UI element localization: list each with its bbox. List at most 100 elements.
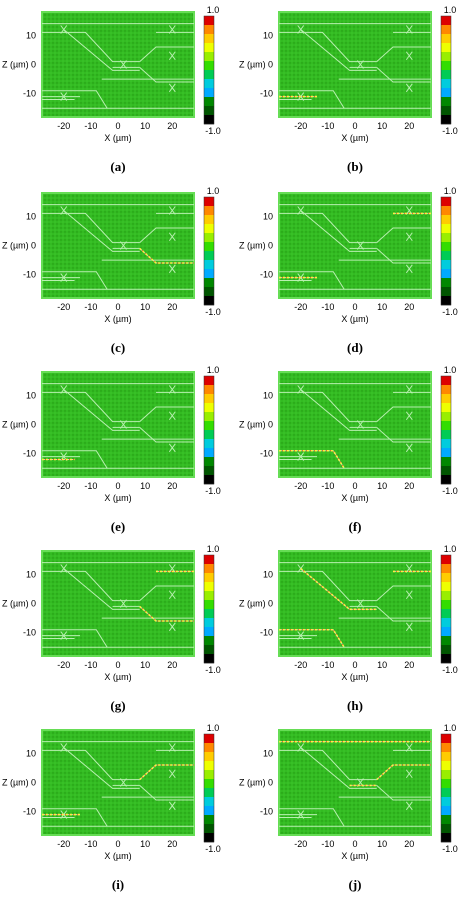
colorbar-segment (441, 573, 451, 583)
y-tick-label: -10 (23, 449, 36, 459)
x-axis-label: X (µm) (104, 133, 131, 143)
colorbar-segment (204, 564, 214, 574)
coupler-mark (168, 411, 176, 421)
colorbar-segment (441, 627, 451, 637)
waveguide-out-upper-bend (139, 585, 194, 601)
colorbar-segment (441, 394, 451, 404)
y-tick-label: 10 (263, 30, 273, 40)
colorbar-max-label: 1.0 (207, 365, 220, 375)
colorbar-segment (441, 88, 451, 98)
field-highlight (279, 449, 345, 469)
colorbar-segment (204, 215, 214, 225)
coupler-mark (60, 385, 68, 394)
coupler-mark (60, 92, 68, 101)
y-tick-label: 0 (268, 420, 273, 430)
x-tick-label: 0 (352, 121, 357, 131)
y-tick-label: -10 (260, 449, 273, 459)
x-tick-label: -10 (321, 481, 334, 491)
colorbar-segment (441, 242, 451, 252)
x-tick-label: 0 (115, 302, 120, 312)
panel-caption: (j) (348, 877, 362, 892)
x-axis-label: X (µm) (104, 851, 131, 861)
colorbar-segment (441, 61, 451, 71)
panel-d: 10 0 -10 Z (µm) -20 -10 0 10 20 X (µm) 1.0 -1.0 (d) (237, 183, 474, 362)
y-tick-label: 0 (268, 241, 273, 251)
coupler-mark (297, 206, 305, 215)
x-axis-label: X (µm) (104, 493, 131, 503)
panel-caption: (b) (347, 159, 363, 174)
colorbar-segment (204, 385, 214, 395)
x-tick-label: 10 (140, 660, 150, 670)
x-tick-label: -10 (84, 839, 97, 849)
coupler-mark (405, 83, 413, 93)
y-tick-label: 10 (263, 211, 273, 221)
colorbar-segment (441, 779, 451, 789)
coupler-mark (405, 232, 413, 242)
waveguide-out-mid-right (376, 67, 431, 83)
y-tick-label: 10 (263, 569, 273, 579)
colorbar-segment (204, 779, 214, 789)
colorbar-segment (441, 761, 451, 771)
waveguide-diag-path (63, 568, 140, 610)
y-tick-label: 0 (31, 420, 36, 430)
coupler-mark (60, 273, 68, 282)
y-tick-label: 0 (268, 599, 273, 609)
colorbar-segment (204, 394, 214, 404)
colorbar-segment (204, 16, 214, 26)
x-tick-label: 10 (377, 839, 387, 849)
coupler-mark (357, 599, 364, 608)
coupler-mark (168, 564, 176, 573)
colorbar-min-label: -1.0 (442, 665, 458, 675)
colorbar-segment (204, 600, 214, 610)
colorbar-segment (441, 439, 451, 449)
colorbar-segment (441, 815, 451, 825)
x-tick-label: 0 (115, 660, 120, 670)
colorbar-segment (204, 52, 214, 62)
colorbar-segment (204, 61, 214, 71)
waveguide-in-bottom-long (279, 90, 345, 109)
x-tick-label: 0 (352, 481, 357, 491)
x-tick-label: -20 (57, 839, 70, 849)
coupler-mark (357, 420, 364, 429)
field-highlight (139, 764, 194, 781)
colorbar-max-label: 1.0 (444, 186, 457, 196)
y-axis-label: Z (µm) (2, 241, 29, 251)
waveguide-out-mid-right (139, 427, 194, 443)
colorbar-segment (204, 197, 214, 207)
field-highlight (300, 567, 377, 611)
colorbar-segment (204, 34, 214, 44)
colorbar-max-label: 1.0 (444, 5, 457, 15)
colorbar-segment (441, 287, 451, 297)
coupler-mark (405, 801, 413, 811)
coupler-mark (405, 264, 413, 274)
colorbar-min-label: -1.0 (205, 844, 221, 854)
colorbar-segment (204, 439, 214, 449)
waveguide-out-mid-right (139, 67, 194, 83)
field-plot: 10 0 -10 Z (µm) -20 -10 0 10 20 X (µm) 1.0 -1.0 (2, 544, 221, 682)
coupler-mark (405, 590, 413, 600)
y-axis-label: Z (µm) (239, 420, 266, 430)
colorbar-segment (204, 770, 214, 780)
colorbar-max-label: 1.0 (444, 723, 457, 733)
panel-caption: (f) (348, 519, 362, 534)
field-highlight (139, 606, 194, 622)
waveguide-out-mid-right (376, 248, 431, 264)
field-highlight (279, 628, 345, 648)
colorbar-segment (441, 466, 451, 476)
y-tick-label: 0 (31, 778, 36, 788)
field-plot: 10 0 -10 Z (µm) -20 -10 0 10 20 X (µm) 1.0 -1.0 (239, 365, 458, 503)
panel-caption: (d) (347, 340, 363, 355)
y-tick-label: 10 (26, 390, 36, 400)
colorbar-segment (441, 106, 451, 116)
x-tick-label: 10 (140, 302, 150, 312)
colorbar-segment (204, 752, 214, 762)
x-axis-label: X (µm) (341, 314, 368, 324)
waveguide-diag-path (300, 210, 377, 252)
waveguide-diag-path (63, 747, 140, 789)
colorbar-segment (441, 609, 451, 619)
x-tick-label: -20 (57, 121, 70, 131)
panel-caption: (a) (110, 159, 126, 174)
colorbar-segment (441, 555, 451, 565)
coupler-mark (405, 564, 413, 573)
waveguide-in-bottom-long (42, 450, 108, 469)
